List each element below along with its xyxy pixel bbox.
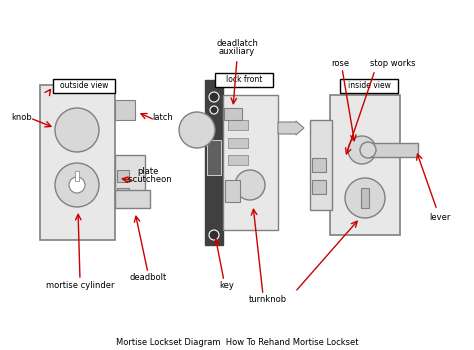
Bar [205,80,223,245]
Bar [115,155,145,205]
Text: Mortise Lockset Diagram  How To Rehand Mortise Lockset: Mortise Lockset Diagram How To Rehand Mo… [116,338,358,347]
Bar [340,79,398,93]
Text: lock front: lock front [226,76,262,84]
Bar [75,171,79,181]
Text: stop works: stop works [370,58,416,68]
Text: lever: lever [429,214,451,223]
Circle shape [348,136,376,164]
Text: deadlatch: deadlatch [216,38,258,48]
Text: latch: latch [153,113,173,122]
FancyArrow shape [278,121,304,135]
Text: turnknob: turnknob [249,295,287,304]
Text: outside view: outside view [60,82,108,91]
Text: inside view: inside view [347,82,391,91]
Bar [53,79,115,93]
Circle shape [345,178,385,218]
Bar [228,138,248,148]
Bar [225,180,240,202]
Bar [330,95,400,235]
Text: rose: rose [331,58,349,68]
Bar [312,180,326,194]
Circle shape [179,112,215,148]
Bar [368,143,418,157]
Text: key: key [219,280,235,289]
Bar [312,158,326,172]
Circle shape [55,108,99,152]
Bar [115,100,135,120]
Bar [115,190,150,208]
Bar [228,155,248,165]
Text: auxiliary: auxiliary [219,48,255,56]
Bar [215,73,273,87]
Bar [310,120,332,210]
Bar [40,85,115,240]
Text: plate: plate [137,167,159,175]
Bar [117,170,129,182]
Text: knob: knob [12,113,32,122]
Text: escutcheon: escutcheon [124,175,173,184]
Circle shape [55,163,99,207]
Bar [224,108,242,120]
Bar [207,140,221,175]
Bar [223,95,278,230]
Text: mortise cylinder: mortise cylinder [46,280,114,289]
Circle shape [69,177,85,193]
Bar [361,188,369,208]
Circle shape [235,170,265,200]
Circle shape [209,230,219,240]
Bar [228,120,248,130]
Circle shape [360,142,376,158]
Bar [117,188,129,200]
Circle shape [210,106,218,114]
Circle shape [209,92,219,102]
Text: deadbolt: deadbolt [129,273,167,282]
